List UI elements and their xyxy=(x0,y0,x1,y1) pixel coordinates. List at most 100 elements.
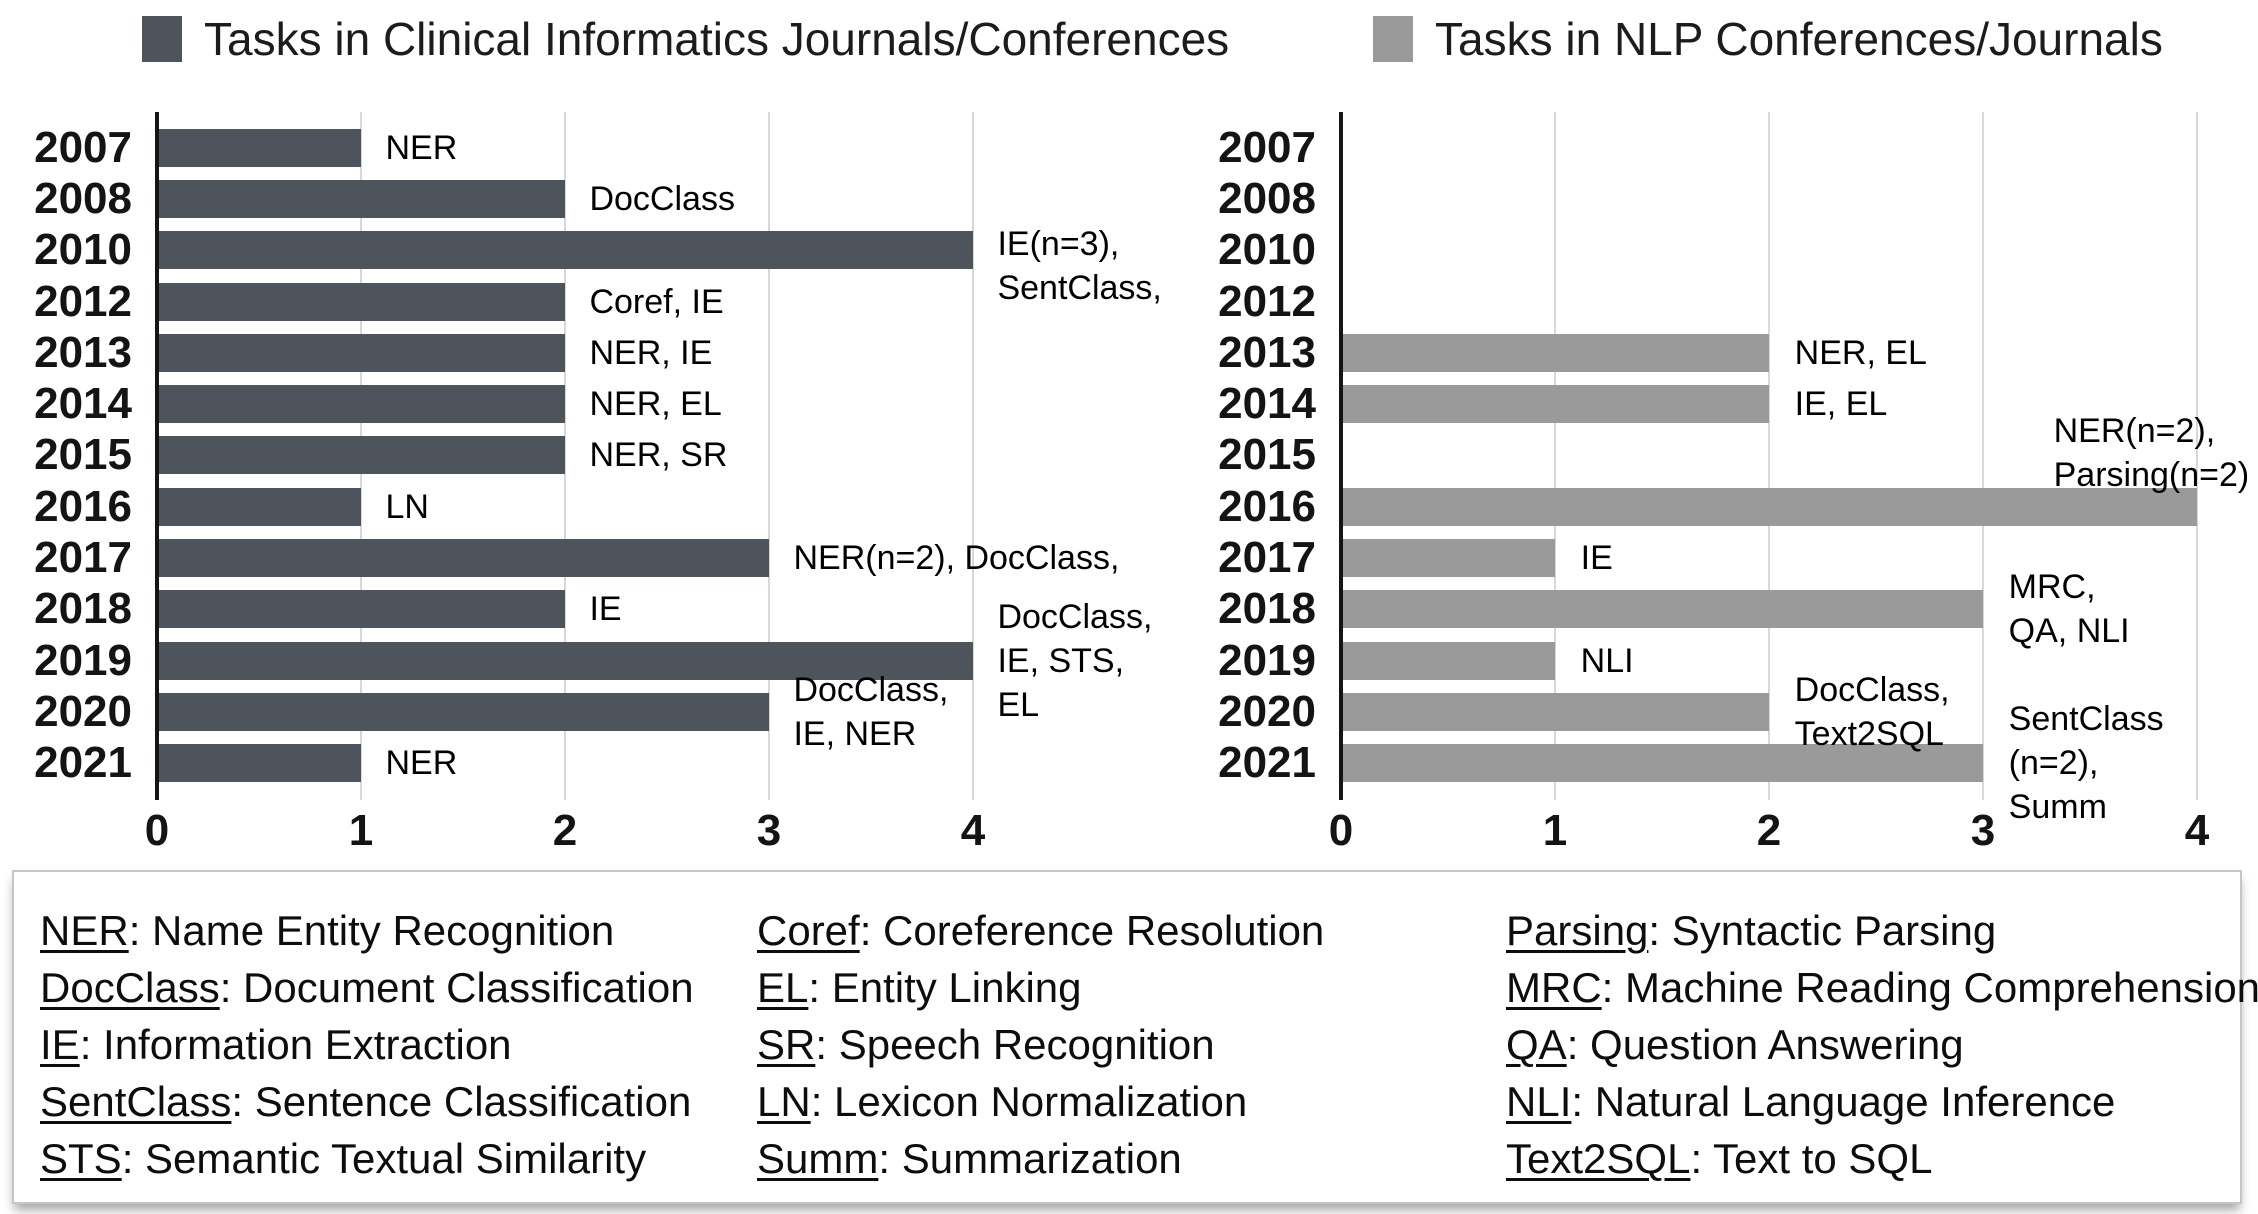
gridline-x3 xyxy=(1982,112,1984,800)
annotation-line: EL xyxy=(997,685,1040,724)
abbreviation-item-EL: EL: Entity Linking xyxy=(757,959,1324,1016)
year-label-2014: 2014 xyxy=(1218,379,1316,429)
bar-2020 xyxy=(1343,692,1769,731)
bar-2016 xyxy=(1343,487,2197,526)
x-tick-4: 4 xyxy=(960,806,986,855)
bar-2012 xyxy=(159,282,565,321)
x-tick-0: 0 xyxy=(1328,806,1354,855)
bar-2019 xyxy=(159,641,973,680)
abbreviation-key: LN xyxy=(757,1078,811,1125)
bar-2013 xyxy=(1343,333,1769,372)
gridline-x4 xyxy=(2196,112,2198,800)
annotation-line: IE, EL xyxy=(1794,385,1888,424)
bar-annotation-2007: NER xyxy=(385,126,457,170)
year-label-2019: 2019 xyxy=(1218,635,1316,685)
x-tick-1: 1 xyxy=(348,806,374,855)
abbreviation-description: : Name Entity Recognition xyxy=(128,907,615,954)
abbrev-column-2: Coref: Coreference Resolution EL: Entity … xyxy=(757,902,1324,1187)
abbreviation-key: EL xyxy=(757,964,809,1011)
abbreviation-item-STS: STS: Semantic Textual Similarity xyxy=(40,1130,694,1187)
year-label-2010: 2010 xyxy=(34,225,132,275)
bar-2016 xyxy=(159,487,361,526)
year-label-2018: 2018 xyxy=(34,584,132,634)
annotation-line: Parsing(n=2) xyxy=(2053,455,2250,494)
abbreviation-item-NLI: NLI: Natural Language Inference xyxy=(1506,1073,2258,1130)
abbreviation-item-MRC: MRC: Machine Reading Comprehension xyxy=(1506,959,2258,1016)
bar-annotation-2021: NER xyxy=(385,741,457,785)
abbreviation-item-Coref: Coref: Coreference Resolution xyxy=(757,902,1324,959)
year-label-2020: 2020 xyxy=(1218,686,1316,736)
annotation-line: NER, IE xyxy=(589,333,713,372)
abbreviation-description: : Sentence Classification xyxy=(231,1078,692,1125)
bar-2015 xyxy=(159,436,565,475)
legend-entry-nlp: Tasks in NLP Conferences/Journals xyxy=(1373,14,2163,64)
abbrev-column-1: NER: Name Entity Recognition DocClass: Do… xyxy=(40,902,694,1187)
abbrev-column-3: Parsing: Syntactic Parsing MRC: Machine R… xyxy=(1506,902,2258,1187)
annotation-line: LN xyxy=(385,487,429,526)
nlp-series-swatch-icon xyxy=(1373,16,1413,62)
abbreviation-description: : Lexicon Normalization xyxy=(810,1078,1248,1125)
bar-annotation-2013: NER, EL xyxy=(1795,331,1927,375)
bar-2018 xyxy=(159,590,565,629)
bar-annotation-2020: DocClass, IE, NER xyxy=(793,668,948,756)
abbreviation-key: IE xyxy=(40,1021,80,1068)
annotation-line: IE, STS, xyxy=(997,641,1125,680)
abbreviation-item-DocClass: DocClass: Document Classification xyxy=(40,959,694,1016)
abbreviation-legend-box: NER: Name Entity Recognition DocClass: Do… xyxy=(12,870,2258,1204)
abbreviation-item-SR: SR: Speech Recognition xyxy=(757,1016,1324,1073)
annotation-line: IE xyxy=(1580,539,1613,578)
bar-2017 xyxy=(159,539,769,578)
annotation-line: DocClass, xyxy=(793,670,949,709)
abbreviation-key: STS xyxy=(40,1135,122,1182)
abbreviation-key: SentClass xyxy=(40,1078,232,1125)
x-tick-1: 1 xyxy=(1542,806,1568,855)
year-label-2017: 2017 xyxy=(1218,533,1316,583)
gridline-x4 xyxy=(972,112,974,800)
legend-label-nlp: Tasks in NLP Conferences/Journals xyxy=(1435,13,2163,65)
abbreviation-item-NER: NER: Name Entity Recognition xyxy=(40,902,694,959)
annotation-line: NER(n=2), xyxy=(2053,411,2216,450)
abbreviation-description: : Coreference Resolution xyxy=(859,907,1325,954)
year-label-2010: 2010 xyxy=(1218,225,1316,275)
x-tick-0: 0 xyxy=(144,806,170,855)
bar-annotation-2020: DocClass, Text2SQL xyxy=(1795,668,1950,756)
abbreviation-description: : Syntactic Parsing xyxy=(1648,907,1997,954)
annotation-line: NER, SR xyxy=(589,436,728,475)
bar-annotation-2013: NER, IE xyxy=(589,331,712,375)
annotation-line: DocClass, xyxy=(997,597,1153,636)
annotation-line: NER, EL xyxy=(589,385,722,424)
annotation-line: DocClass, xyxy=(1794,670,1950,709)
bar-annotation-2018: MRC, QA, NLI xyxy=(2009,565,2130,653)
abbreviation-key: SR xyxy=(757,1021,816,1068)
bar-annotation-2012: Coref, IE xyxy=(589,280,723,324)
abbreviation-key: DocClass xyxy=(40,964,220,1011)
bar-2014 xyxy=(159,385,565,424)
y-axis-line xyxy=(1339,112,1343,800)
charts-area: 0 1 2 3 4 2007 2008 2010 2012 2013 2014 2015 2016 201… xyxy=(34,112,2250,855)
annotation-line: DocClass xyxy=(589,179,735,218)
abbreviation-description: : Information Extraction xyxy=(79,1021,512,1068)
annotation-line: IE, NER xyxy=(793,714,917,753)
year-label-2008: 2008 xyxy=(34,173,132,223)
bar-2014 xyxy=(1343,385,1769,424)
abbreviation-key: QA xyxy=(1506,1021,1567,1068)
bar-2019 xyxy=(1343,641,1555,680)
year-label-2007: 2007 xyxy=(1218,122,1316,172)
bar-2008 xyxy=(159,179,565,218)
annotation-line: NER(n=2), DocClass, xyxy=(793,539,1120,578)
gridline-x2 xyxy=(564,112,566,800)
gridline-x1 xyxy=(1554,112,1556,800)
bar-annotation-2010: IE(n=3), SentClass, xyxy=(997,222,1161,310)
abbreviation-description: : Natural Language Inference xyxy=(1571,1078,2116,1125)
bar-2010 xyxy=(159,231,973,270)
abbreviation-key: NER xyxy=(40,907,129,954)
year-label-2012: 2012 xyxy=(34,276,132,326)
abbreviation-item-Summ: Summ: Summarization xyxy=(757,1130,1324,1187)
annotation-line: MRC, xyxy=(2008,568,2096,607)
abbreviation-key: NLI xyxy=(1506,1078,1572,1125)
abbreviation-description: : Summarization xyxy=(878,1135,1182,1182)
annotation-line: Summ xyxy=(2008,788,2107,827)
abbreviation-description: : Question Answering xyxy=(1566,1021,1964,1068)
annotation-line: NLI xyxy=(1580,641,1634,680)
bar-2007 xyxy=(159,128,361,167)
